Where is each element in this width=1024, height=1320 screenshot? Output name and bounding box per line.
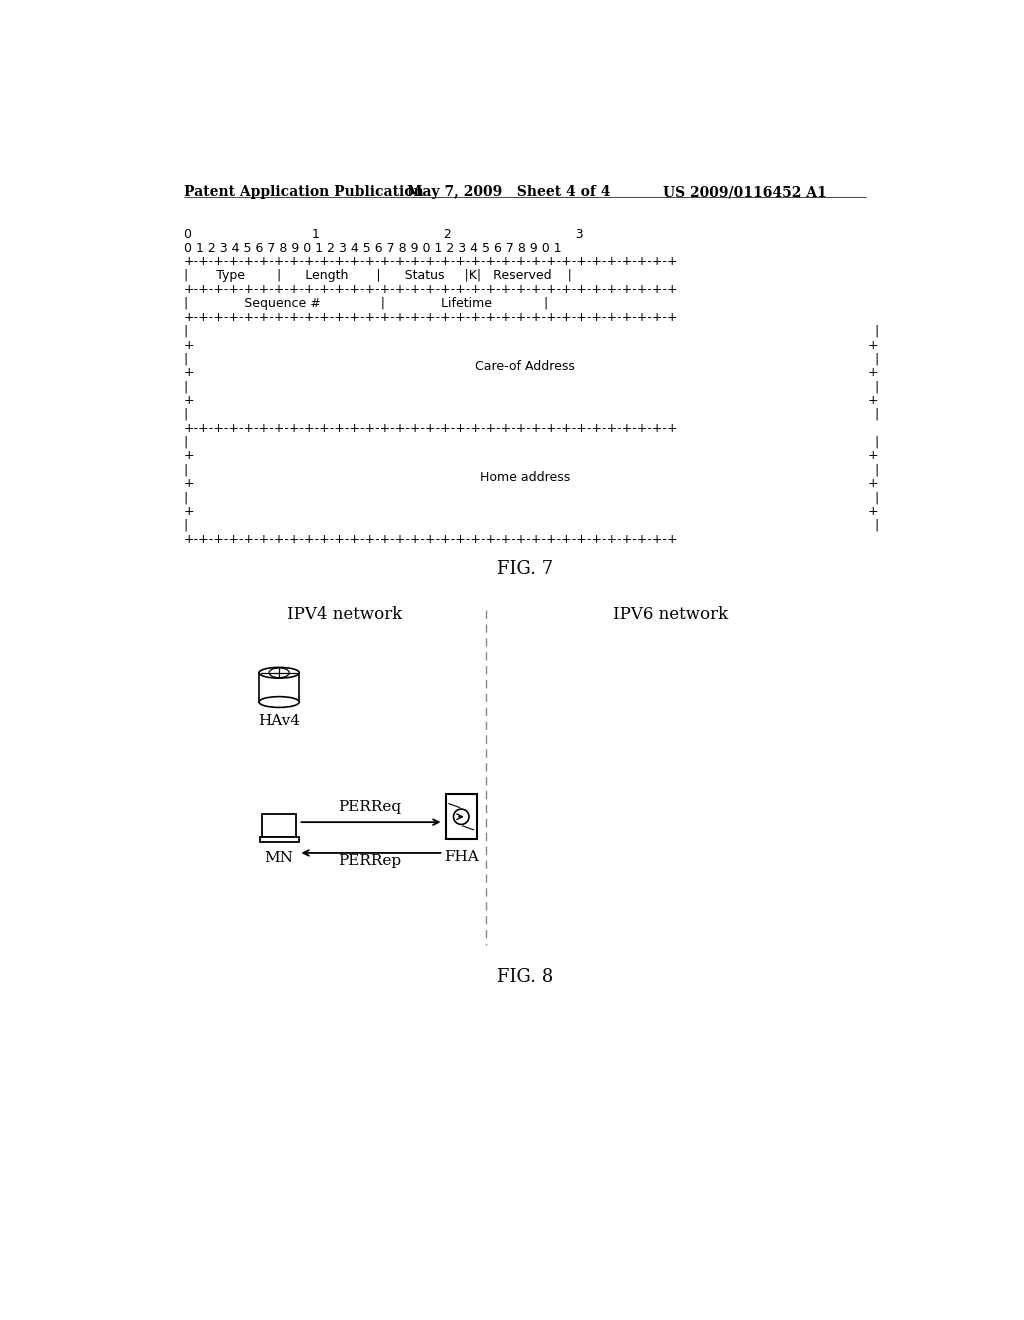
Bar [445,795,477,840]
Text: |: | [873,463,879,477]
Text: |: | [183,352,188,366]
Text: |              Sequence #               |              Lifetime             |: | Sequence # | Lifetime | [183,297,548,310]
Text: |       Type        |      Length       |      Status     |K|   Reserved    |: | Type | Length | Status |K| Reserved | [183,269,571,282]
Text: |: | [873,519,879,532]
Text: FIG. 8: FIG. 8 [497,968,553,986]
Text: PERReq: PERReq [339,800,401,814]
Text: +: + [867,478,879,490]
Text: +: + [183,339,195,351]
Text: +: + [867,367,879,379]
Bar [260,837,299,842]
Text: |: | [183,408,188,421]
Circle shape [454,809,469,825]
Text: +-+-+-+-+-+-+-+-+-+-+-+-+-+-+-+-+-+-+-+-+-+-+-+-+-+-+-+-+-+-+-+-+: +-+-+-+-+-+-+-+-+-+-+-+-+-+-+-+-+-+-+-+-… [183,312,679,323]
Text: |: | [873,408,879,421]
Text: +: + [183,449,195,462]
Ellipse shape [259,668,299,678]
Text: +: + [867,339,879,351]
Text: +: + [183,367,195,379]
Text: +: + [867,395,879,407]
Text: +: + [183,478,195,490]
Ellipse shape [259,697,299,708]
Text: |: | [873,380,879,393]
Text: |: | [873,491,879,504]
Text: |: | [183,380,188,393]
Text: May 7, 2009   Sheet 4 of 4: May 7, 2009 Sheet 4 of 4 [407,185,610,199]
Text: +: + [867,506,879,517]
Text: 0                              1                               2                : 0 1 2 [183,227,584,240]
Text: Care-of Address: Care-of Address [475,360,574,372]
Text: FIG. 7: FIG. 7 [497,560,553,578]
Text: |: | [873,325,879,338]
Text: |: | [183,325,188,338]
Text: +-+-+-+-+-+-+-+-+-+-+-+-+-+-+-+-+-+-+-+-+-+-+-+-+-+-+-+-+-+-+-+-+: +-+-+-+-+-+-+-+-+-+-+-+-+-+-+-+-+-+-+-+-… [183,256,679,268]
Text: +: + [867,449,879,462]
Text: +: + [183,395,195,407]
Text: IPV6 network: IPV6 network [613,606,728,623]
Text: FHA: FHA [443,850,478,863]
Text: US 2009/0116452 A1: US 2009/0116452 A1 [663,185,826,199]
Text: |: | [873,436,879,449]
Text: +: + [183,506,195,517]
Text: IPV4 network: IPV4 network [288,606,402,623]
Text: Home address: Home address [479,471,570,483]
Text: |: | [183,519,188,532]
Text: |: | [873,352,879,366]
Text: |: | [183,491,188,504]
Text: HAv4: HAv4 [258,714,300,729]
Text: MN: MN [264,851,294,866]
Text: +-+-+-+-+-+-+-+-+-+-+-+-+-+-+-+-+-+-+-+-+-+-+-+-+-+-+-+-+-+-+-+-+: +-+-+-+-+-+-+-+-+-+-+-+-+-+-+-+-+-+-+-+-… [183,533,679,545]
Text: |: | [183,436,188,449]
Text: Patent Application Publication: Patent Application Publication [183,185,424,199]
Text: +-+-+-+-+-+-+-+-+-+-+-+-+-+-+-+-+-+-+-+-+-+-+-+-+-+-+-+-+-+-+-+-+: +-+-+-+-+-+-+-+-+-+-+-+-+-+-+-+-+-+-+-+-… [183,284,679,296]
Text: 0 1 2 3 4 5 6 7 8 9 0 1 2 3 4 5 6 7 8 9 0 1 2 3 4 5 6 7 8 9 0 1: 0 1 2 3 4 5 6 7 8 9 0 1 2 3 4 5 6 7 8 9 … [183,242,561,255]
Text: PERRep: PERRep [339,854,401,869]
Text: |: | [183,463,188,477]
Bar [262,813,296,837]
Text: +-+-+-+-+-+-+-+-+-+-+-+-+-+-+-+-+-+-+-+-+-+-+-+-+-+-+-+-+-+-+-+-+: +-+-+-+-+-+-+-+-+-+-+-+-+-+-+-+-+-+-+-+-… [183,422,679,434]
Bar [259,673,299,702]
